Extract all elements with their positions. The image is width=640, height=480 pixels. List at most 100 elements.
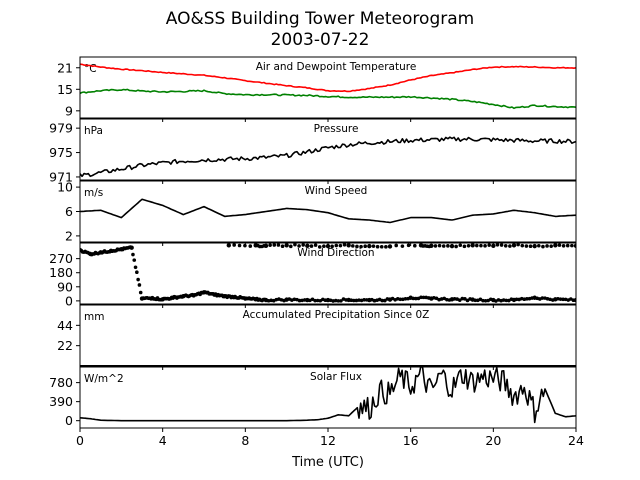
- wind-direction-point: [362, 297, 366, 302]
- wind-direction-point: [284, 243, 289, 248]
- panel-plot-area: [80, 63, 576, 110]
- wind-direction-point: [346, 243, 351, 248]
- wind-direction-point: [441, 244, 446, 248]
- y-tick-label: 10: [57, 180, 73, 195]
- wind-direction-point: [379, 244, 384, 249]
- wind-direction-point: [524, 244, 529, 248]
- wind-direction-point: [481, 298, 485, 303]
- panels-group: Air and Dewpoint Temperature°C91521Press…: [49, 56, 577, 432]
- y-tick-label: 979: [49, 121, 73, 136]
- wind-direction-point: [449, 243, 455, 249]
- series-line-air-temperature: [80, 63, 576, 93]
- wind-direction-point: [457, 298, 462, 302]
- panel-frame: [79, 366, 577, 429]
- wind-direction-point: [297, 244, 301, 248]
- wind-direction-point: [352, 298, 356, 303]
- wind-direction-point: [558, 297, 563, 301]
- wind-direction-point: [237, 243, 242, 248]
- y-tick-label: 270: [49, 251, 73, 266]
- y-tick-label: 90: [57, 279, 73, 294]
- wind-direction-point: [483, 244, 487, 248]
- panel-frame: [79, 180, 577, 243]
- wind-direction-point: [135, 270, 139, 274]
- wind-direction-point: [553, 243, 558, 248]
- wind-direction-point: [473, 298, 478, 303]
- x-tick-label: 16: [403, 433, 419, 448]
- wind-direction-point: [466, 243, 471, 248]
- wind-direction-point: [317, 245, 322, 249]
- wind-direction-point: [421, 295, 426, 300]
- wind-direction-point: [419, 295, 423, 300]
- wind-direction-point: [248, 244, 253, 248]
- wind-direction-point: [297, 298, 302, 303]
- y-tick-label: 6: [65, 204, 73, 219]
- wind-direction-point: [315, 298, 320, 303]
- wind-direction-point: [330, 244, 334, 249]
- y-tick-label: 2: [65, 228, 73, 243]
- panel-frame: [79, 242, 577, 305]
- y-tick-label: 22: [57, 338, 73, 353]
- wind-direction-point: [573, 243, 576, 249]
- wind-direction-point: [263, 243, 269, 249]
- figure-title-line2: 2003-07-22: [271, 30, 370, 50]
- y-tick-label: 780: [49, 375, 73, 390]
- y-tick-label: 971: [49, 169, 73, 184]
- panel-title: Air and Dewpoint Temperature: [256, 61, 417, 73]
- wind-direction-point: [138, 290, 143, 295]
- wind-direction-point: [400, 244, 405, 248]
- wind-direction-point: [334, 243, 339, 248]
- wind-direction-point: [403, 296, 408, 301]
- wind-direction-point: [384, 245, 388, 249]
- wind-direction-point: [339, 299, 343, 303]
- wind-direction-point: [460, 296, 465, 301]
- panel-title: Wind Direction: [297, 247, 374, 259]
- wind-direction-point: [545, 244, 549, 248]
- wind-direction-point: [573, 297, 576, 303]
- wind-direction-point: [561, 297, 565, 302]
- panel-title: Solar Flux: [310, 371, 362, 383]
- wind-direction-point: [309, 244, 314, 248]
- x-tick-label: 4: [159, 433, 167, 448]
- wind-direction-point: [394, 243, 399, 248]
- wind-direction-point: [503, 243, 508, 248]
- wind-direction-point: [452, 297, 457, 301]
- wind-direction-point: [537, 243, 541, 248]
- x-tick-label: 8: [241, 433, 249, 448]
- wind-direction-point: [446, 244, 450, 248]
- wind-direction-point: [475, 243, 479, 248]
- wind-direction-point: [413, 243, 417, 248]
- x-tick-label: 12: [320, 433, 336, 448]
- wind-direction-point: [541, 244, 545, 249]
- x-tick-label: 20: [485, 433, 501, 448]
- wind-direction-point: [351, 244, 355, 248]
- panel-3: Wind Speed m/s 2 6 10: [57, 180, 577, 246]
- panel-plot-area: [80, 198, 576, 224]
- panel-plot-area: [80, 136, 576, 178]
- panel-title: Wind Speed: [305, 185, 368, 197]
- figure-title-line1: AO&SS Building Tower Meteorogram: [166, 9, 474, 29]
- wind-direction-point: [272, 243, 277, 247]
- wind-direction-point: [406, 243, 411, 248]
- wind-direction-point: [280, 244, 285, 249]
- wind-direction-point: [226, 243, 231, 248]
- y-tick-label: 975: [49, 145, 73, 160]
- wind-direction-point: [129, 245, 134, 250]
- wind-direction-point: [289, 244, 293, 249]
- wind-direction-point: [371, 244, 376, 248]
- series-line-wind-speed: [80, 198, 576, 224]
- wind-direction-point: [479, 243, 483, 248]
- x-tick-label: 24: [568, 433, 584, 448]
- wind-direction-point: [508, 244, 512, 248]
- wind-direction-point: [570, 243, 574, 248]
- x-axis-label: Time (UTC): [291, 455, 364, 470]
- wind-direction-point: [342, 243, 347, 247]
- series-line-dewpoint: [80, 88, 576, 110]
- wind-direction-point: [276, 243, 281, 247]
- wind-direction-point: [520, 243, 525, 248]
- wind-direction-point: [355, 244, 359, 249]
- wind-direction-point: [458, 243, 463, 248]
- wind-direction-point: [528, 244, 533, 249]
- panel-plot-area: [80, 243, 576, 303]
